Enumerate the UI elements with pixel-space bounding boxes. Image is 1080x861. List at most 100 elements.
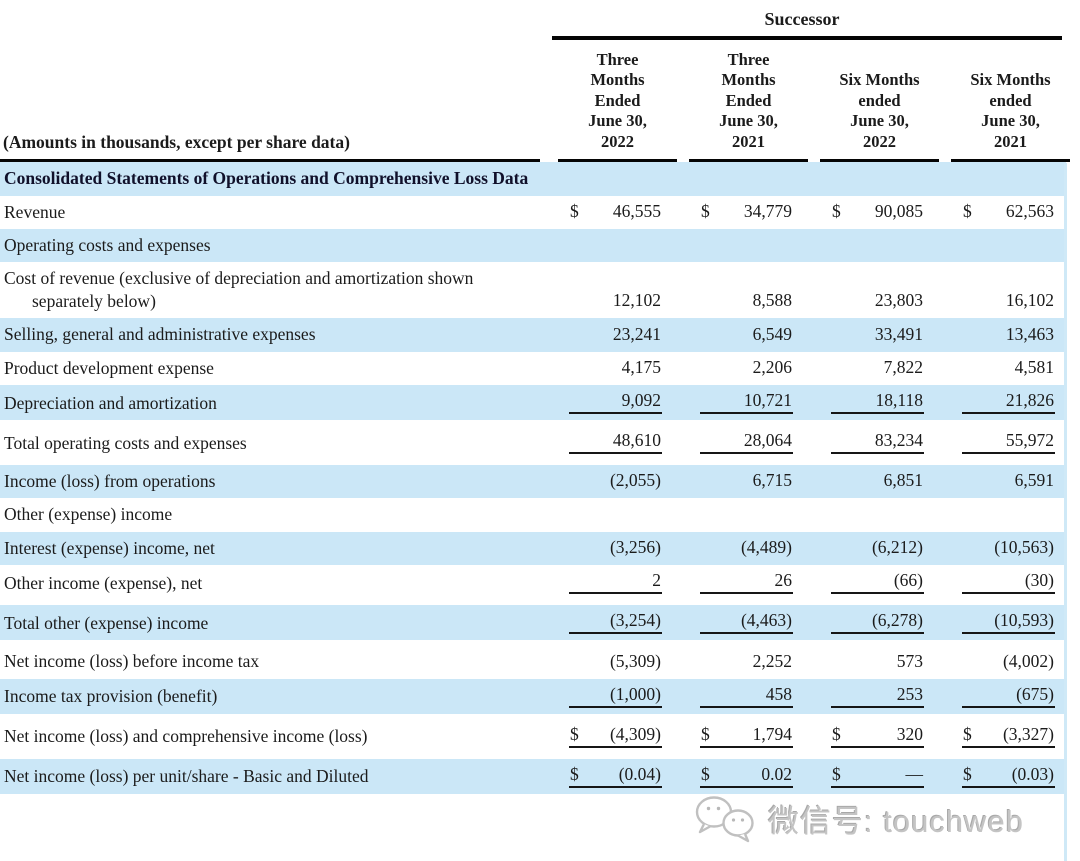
amount-cell: (675) [933, 679, 1064, 714]
amount-value: (10,563) [994, 537, 1054, 558]
amount-cell: 23,803 [802, 285, 933, 318]
amount-cell: (10,593) [933, 605, 1064, 640]
wechat-icon [695, 796, 754, 843]
amount-cell: 253 [802, 679, 933, 714]
amount-cell: 4,581 [933, 352, 1064, 385]
dollar-sign: $ [701, 201, 710, 222]
amount-value: (4,309) [609, 723, 661, 744]
amount-cell: (10,563) [933, 532, 1064, 565]
amount-cell [933, 184, 1064, 196]
row-label: Product development expense [4, 357, 214, 378]
dollar-sign: $ [963, 723, 972, 744]
amount-cell: 4,175 [540, 352, 671, 385]
amount-value: (4,463) [740, 610, 792, 631]
row-label: Total operating costs and expenses [4, 432, 247, 453]
amount-value: 6,715 [752, 470, 792, 491]
amount-cell: 26 [671, 565, 802, 600]
amount-value: 16,102 [1005, 290, 1054, 311]
amount-value: 55,972 [1005, 430, 1054, 450]
amount-value: 2 [652, 570, 661, 591]
row-label: Total other (expense) income [4, 612, 209, 633]
table-row: Net income (loss) and comprehensive inco… [0, 719, 1066, 754]
amount-cell: $1,794 [671, 719, 802, 754]
table-row: Other (expense) income [0, 498, 1066, 531]
amount-cell [802, 250, 933, 262]
table-row: Consolidated Statements of Operations an… [0, 162, 1066, 196]
table-row: Product development expense 4,175 2,206 … [0, 352, 1066, 385]
amount-cell: 10,721 [671, 385, 802, 420]
dollar-sign: $ [701, 763, 710, 784]
dollar-sign: $ [570, 723, 579, 744]
amount-value: 0.02 [761, 763, 792, 784]
table-row: Net income (loss) before income tax (5,3… [0, 645, 1066, 678]
row-label: Revenue [4, 201, 66, 222]
amount-value: 4,175 [621, 357, 661, 377]
amount-value: (5,309) [609, 650, 661, 671]
amount-value: 8,588 [752, 290, 792, 311]
amount-cell: 2,206 [671, 352, 802, 385]
row-label: Income (loss) from operations [4, 471, 216, 491]
amount-value: (0.03) [1011, 763, 1054, 784]
successor-group-header: Successor [540, 0, 1064, 36]
amount-value: (6,212) [871, 537, 923, 558]
table-row: Income (loss) from operations (2,055) 6,… [0, 465, 1066, 499]
column-header-6mo-2022: Six Months ended June 30, 2022 [814, 40, 945, 163]
amount-cell: $ — [802, 759, 933, 794]
table-row: Total operating costs and expenses 48,61… [0, 425, 1066, 460]
amount-value: 6,851 [883, 470, 923, 491]
amount-cell: 83,234 [802, 425, 933, 460]
amount-value: 6,591 [1014, 470, 1054, 491]
table-row: Income tax provision (benefit) (1,000) 4… [0, 678, 1066, 714]
successor-rule [552, 36, 1062, 40]
dollar-sign: $ [963, 201, 972, 222]
amount-cell: 9,092 [540, 385, 671, 420]
amount-cell: 2 [540, 565, 671, 600]
right-accent-line [1064, 163, 1067, 861]
amount-cell: (6,278) [802, 605, 933, 640]
amount-cell: (5,309) [540, 646, 671, 679]
amount-cell: 12,102 [540, 285, 671, 318]
amount-cell: 23,241 [540, 319, 671, 352]
amount-value: 62,563 [1005, 201, 1054, 222]
amount-cell: $ (0.03) [933, 759, 1064, 794]
amount-cell: 13,463 [933, 319, 1064, 352]
amount-value: 2,206 [752, 357, 792, 377]
amount-cell [802, 520, 933, 532]
amount-value: (10,593) [994, 610, 1054, 631]
column-header-6mo-2021: Six Months ended June 30, 2021 [945, 40, 1076, 163]
amount-cell: 28,064 [671, 425, 802, 460]
amount-cell [802, 184, 933, 196]
table-row: Depreciation and amortization 9,092 10,7… [0, 385, 1066, 420]
amount-value: 26 [774, 570, 793, 591]
amount-cell: $320 [802, 719, 933, 754]
amount-value: 83,234 [874, 430, 923, 450]
amount-value: 7,822 [883, 357, 923, 377]
column-header-3mo-2021: Three Months Ended June 30, 2021 [683, 40, 814, 163]
dollar-sign: $ [570, 763, 579, 784]
amount-value: (2,055) [609, 470, 661, 491]
amount-cell: $34,779 [671, 196, 802, 229]
table-row: Net income (loss) per unit/share - Basic… [0, 758, 1066, 794]
amounts-note: (Amounts in thousands, except per share … [0, 128, 540, 163]
amount-cell: 8,588 [671, 285, 802, 318]
amount-cell: 7,822 [802, 352, 933, 385]
amount-value: 6,549 [752, 323, 792, 344]
row-label: Interest (expense) income, net [4, 537, 215, 558]
amount-cell: 6,549 [671, 319, 802, 352]
amount-value: 4,581 [1014, 357, 1054, 377]
amount-value: (4,489) [740, 537, 792, 558]
amount-cell [540, 520, 671, 532]
row-label: Depreciation and amortization [4, 392, 217, 413]
amount-cell: (4,489) [671, 532, 802, 565]
amount-cell: $ (0.04) [540, 759, 671, 794]
amount-cell: (4,463) [671, 605, 802, 640]
amount-cell: 55,972 [933, 425, 1064, 460]
amount-cell: (3,254) [540, 605, 671, 640]
amount-value: 21,826 [1005, 390, 1054, 410]
amount-value: 9,092 [621, 390, 661, 410]
row-label: Other (expense) income [4, 504, 173, 525]
amount-value: 23,803 [874, 290, 923, 311]
table-body: Consolidated Statements of Operations an… [0, 162, 1066, 794]
amount-cell [671, 250, 802, 262]
